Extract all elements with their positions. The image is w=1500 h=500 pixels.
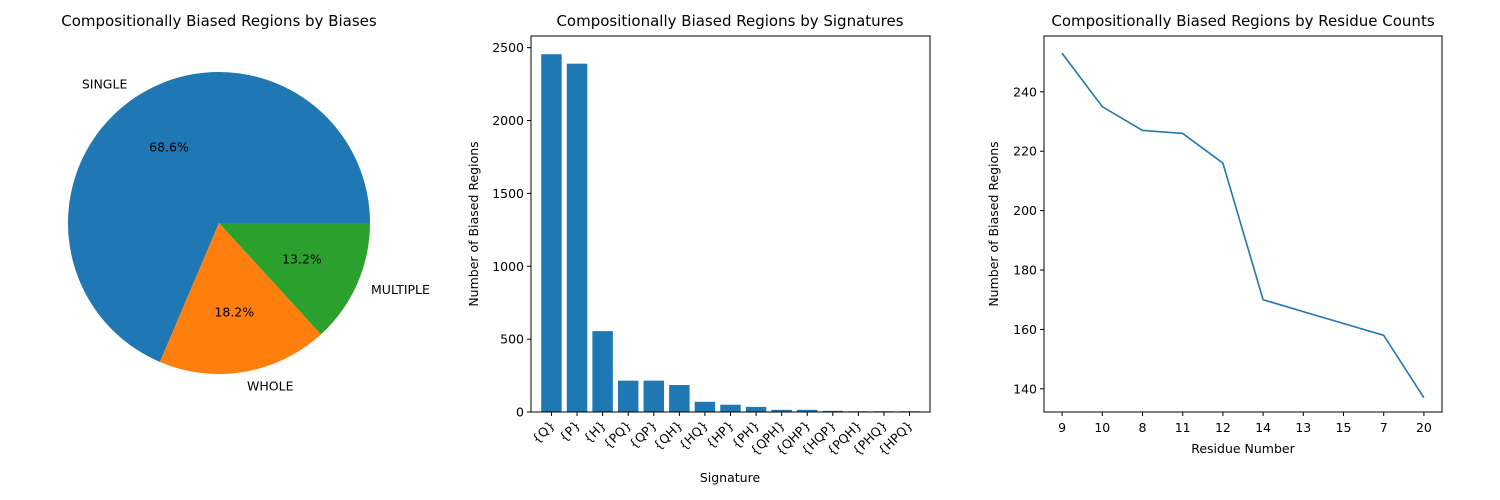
pie-chart: Compositionally Biased Regions by Biases… [61,12,430,394]
line-x-tick-label: 7 [1380,420,1388,435]
line-y-tick-label: 200 [1013,203,1037,218]
line-y-tick-label: 220 [1013,144,1037,159]
bar-plot-frame [531,36,930,412]
bar-chart: Compositionally Biased Regions by Signat… [466,12,930,485]
line-y-tick-label: 160 [1013,322,1037,337]
pie-pct-label-whole: 18.2% [214,304,254,319]
bar-ph [746,407,766,412]
bar-q [541,54,561,412]
line-y-tick-label: 240 [1013,84,1037,99]
line-x-axis-label: Residue Number [1191,441,1295,456]
line-y-tick-label: 140 [1013,381,1037,396]
pie-pct-label-multiple: 13.2% [282,252,322,267]
bar-y-tick-label: 2000 [492,113,524,128]
bar-y-axis-ticks: 0 500 1000 1500 2000 2500 [492,40,531,419]
line-x-axis-ticks: 9 10 8 11 12 14 13 15 7 20 [1058,412,1432,435]
line-series [1062,53,1424,398]
bar-x-axis-ticks: {Q}{P}{H}{PQ}{QP}{QH}{HQ}{HP}{PH}{QPH}{Q… [529,412,916,458]
bar-pq [618,381,638,412]
bar-y-tick-label: 0 [516,405,524,420]
line-chart-title: Compositionally Biased Regions by Residu… [1051,12,1434,30]
bar-y-tick-label: 2500 [492,40,524,55]
bar-hp [720,405,740,412]
line-x-tick-label: 9 [1058,420,1066,435]
line-plot-frame [1044,36,1442,412]
bar-y-axis-label: Number of Biased Regions [466,141,481,306]
bar-x-axis-label: Signature [700,470,761,485]
pie-slices [68,72,370,374]
line-y-axis-label: Number of Biased Regions [986,141,1001,306]
line-x-tick-label: 13 [1295,420,1311,435]
bar-y-tick-label: 500 [500,332,524,347]
bar-qp [644,381,664,412]
line-chart: Compositionally Biased Regions by Residu… [986,12,1442,456]
pie-pct-label-single: 68.6% [149,139,189,154]
pie-label-multiple: MULTIPLE [371,282,430,297]
line-x-tick-label: 11 [1175,420,1191,435]
bar-chart-title: Compositionally Biased Regions by Signat… [556,12,903,30]
bar-h [592,331,612,412]
bar-hq [695,402,715,412]
bar-y-tick-label: 1000 [492,259,524,274]
bar-x-tick-label: {HQ} [676,418,711,453]
line-x-tick-label: 14 [1255,420,1271,435]
line-x-tick-label: 15 [1336,420,1352,435]
bar-x-tick-label: {P} [556,418,583,445]
bar-series [541,54,920,412]
line-x-tick-label: 20 [1416,420,1432,435]
pie-label-single: SINGLE [82,76,128,91]
line-x-tick-label: 8 [1139,420,1147,435]
bar-p [567,64,587,412]
pie-label-whole: WHOLE [247,379,294,394]
line-x-tick-label: 10 [1094,420,1110,435]
bar-qh [669,385,689,412]
line-y-tick-label: 180 [1013,263,1037,278]
bar-y-tick-label: 1500 [492,186,524,201]
bar-x-tick-label: {Q} [529,418,558,447]
bar-x-tick-label: {PQ} [600,418,634,452]
bar-x-tick-label: {HP} [703,418,737,452]
line-x-tick-label: 12 [1215,420,1231,435]
line-y-axis-ticks: 140 160 180 200 220 240 [1013,84,1044,396]
pie-chart-title: Compositionally Biased Regions by Biases [61,12,377,30]
